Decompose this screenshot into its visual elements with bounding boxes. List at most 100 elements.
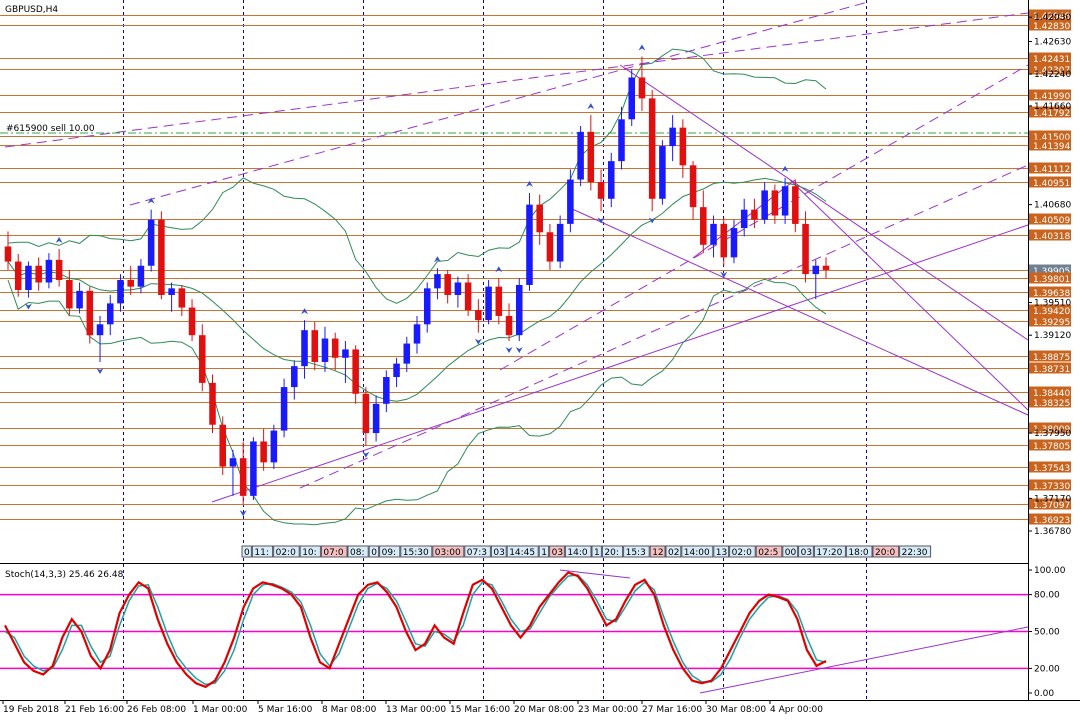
trend-line xyxy=(619,64,1029,341)
candle-body xyxy=(638,77,646,99)
price-tag xyxy=(1029,315,1071,327)
price-tag-label: 1.42307 xyxy=(1033,66,1070,76)
session-box xyxy=(601,545,624,558)
price-tag xyxy=(1029,286,1071,298)
fractal-up-marker xyxy=(781,165,789,172)
candle-body xyxy=(597,182,605,199)
fractal-down-marker xyxy=(505,347,513,354)
candle-body xyxy=(96,324,104,336)
price-tick-label: 1.40680 xyxy=(1034,201,1071,211)
fractal-down-marker xyxy=(648,217,656,224)
price-tag xyxy=(1029,139,1071,151)
session-label: 12 xyxy=(652,548,663,558)
price-tag xyxy=(1029,52,1071,64)
session-box xyxy=(299,545,321,558)
candle-body xyxy=(771,190,779,216)
price-tick-label: 1.39120 xyxy=(1034,331,1071,341)
candle-body xyxy=(761,190,768,220)
candle-body xyxy=(362,393,370,434)
price-tag xyxy=(1029,229,1071,241)
time-tick-label: 19 Feb 2018 xyxy=(3,705,59,715)
session-label: 09: xyxy=(382,548,396,558)
session-box xyxy=(273,545,300,558)
candle-body xyxy=(781,186,789,216)
candle-body xyxy=(546,232,554,262)
fractal-down-marker xyxy=(96,367,104,374)
session-label: 20: xyxy=(604,548,618,558)
price-tick-label: 1.42630 xyxy=(1034,37,1071,47)
candle-body xyxy=(792,186,799,224)
candle-body xyxy=(127,279,134,287)
price-tag-label: 1.41394 xyxy=(1033,142,1070,152)
price-tag xyxy=(1029,386,1071,398)
candle-body xyxy=(55,259,63,280)
candle-body xyxy=(822,265,830,270)
price-tag xyxy=(1029,422,1071,434)
session-label: 14:0 xyxy=(567,548,587,558)
price-tick-label: 1.39510 xyxy=(1034,299,1071,309)
fractal-up-marker xyxy=(525,180,533,187)
candle-body xyxy=(495,286,503,316)
candle-body xyxy=(35,265,42,283)
candle-body xyxy=(710,223,717,245)
price-tag xyxy=(1029,498,1071,510)
time-tick-label: 8 Mar 08:00 xyxy=(322,705,377,715)
session-label: 14:00 xyxy=(684,548,710,558)
session-label: 1 xyxy=(594,548,600,558)
price-tag xyxy=(1029,63,1071,75)
candle-body xyxy=(270,430,278,463)
candle-body xyxy=(45,259,53,283)
session-box xyxy=(623,545,650,558)
trend-line xyxy=(299,164,1029,489)
candle-body xyxy=(628,77,635,120)
candle-body xyxy=(158,219,165,296)
session-label: 07:3 xyxy=(467,548,487,558)
session-box xyxy=(899,545,932,558)
trend-line xyxy=(129,1,869,206)
session-label: 03 xyxy=(801,548,812,558)
price-tag-label: 1.41990 xyxy=(1033,92,1070,102)
price-tag-label: 1.42948 xyxy=(1033,12,1070,22)
session-label: 02:0 xyxy=(732,548,752,558)
candle-body xyxy=(219,424,226,467)
price-levels xyxy=(0,15,1028,520)
session-box xyxy=(813,545,846,558)
price-tag xyxy=(1029,513,1071,525)
session-box xyxy=(798,545,814,558)
session-label: 18:0 xyxy=(848,548,868,558)
time-tick-label: 4 Apr 00:00 xyxy=(770,705,823,715)
stoch-tick-label: 100.00 xyxy=(1034,566,1066,576)
candle-body xyxy=(260,441,267,463)
price-tag-label: 1.38731 xyxy=(1033,365,1070,375)
candle-body xyxy=(393,363,400,378)
price-tag xyxy=(1029,304,1071,316)
session-label: 08: xyxy=(350,548,364,558)
candle-body xyxy=(229,458,237,467)
price-tick-label: 1.42240 xyxy=(1034,70,1071,80)
candle-body xyxy=(648,98,656,199)
time-tick-label: 26 Feb 08:00 xyxy=(127,705,186,715)
candle-body xyxy=(117,279,124,304)
session-label: 17:20 xyxy=(816,548,842,558)
stoch-main-line xyxy=(4,571,827,689)
trend-line xyxy=(211,224,1029,503)
session-label: 10: xyxy=(302,548,316,558)
price-tag-label: 1.40509 xyxy=(1033,216,1070,226)
session-box xyxy=(665,545,682,558)
session-label: 20:0 xyxy=(875,548,895,558)
price-tag-label: 1.39905 xyxy=(1033,267,1070,277)
candle-body xyxy=(301,330,308,367)
session-box xyxy=(241,545,252,558)
session-box xyxy=(490,545,507,558)
session-label: 0 xyxy=(371,548,377,558)
price-tag-label: 1.38325 xyxy=(1033,399,1070,409)
price-tag-label: 1.40318 xyxy=(1033,232,1070,242)
session-box xyxy=(347,545,369,558)
candle-body xyxy=(434,274,441,289)
candle-body xyxy=(178,288,186,308)
stoch-tick-label: 80.00 xyxy=(1034,591,1060,601)
price-tag xyxy=(1029,9,1071,21)
session-box xyxy=(368,545,380,558)
price-tick-label: 1.42030 xyxy=(1034,13,1071,23)
